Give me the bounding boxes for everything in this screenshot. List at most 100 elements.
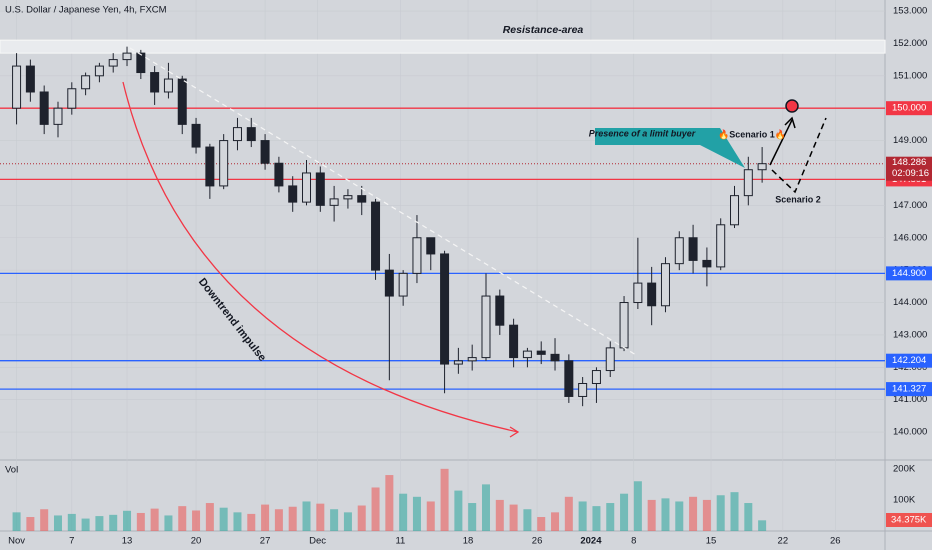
volume-bar	[95, 516, 104, 531]
y-tick-label: 143.000	[893, 329, 927, 340]
candle-body	[136, 52, 146, 74]
volume-tick-label: 100K	[893, 494, 916, 505]
x-tick-label: 13	[122, 536, 133, 547]
volume-bar	[412, 496, 421, 531]
resistance-label: Resistance-area	[503, 24, 584, 36]
candle-body	[550, 353, 560, 362]
volume-bar	[426, 501, 435, 531]
volume-bar	[564, 496, 573, 531]
candle-body	[260, 140, 270, 164]
candle-body	[274, 162, 284, 187]
volume-bar	[661, 498, 670, 531]
candle-body	[150, 72, 160, 93]
scenario1-text: 🔥Scenario 1🔥	[718, 128, 786, 139]
volume-bar	[274, 509, 283, 531]
volume-current-label: 34.375K	[891, 515, 927, 526]
y-tick-label: 151.000	[893, 70, 927, 81]
x-tick-label: Nov	[8, 536, 25, 547]
x-tick-label: 2024	[580, 536, 602, 547]
candle-body	[522, 350, 532, 359]
volume-bar	[67, 513, 76, 531]
y-tick-label: 141.000	[893, 394, 927, 405]
volume-bar	[192, 510, 201, 531]
candle-body	[288, 185, 298, 203]
candle-body	[509, 324, 519, 359]
volume-bar	[758, 520, 767, 531]
volume-bar	[716, 495, 725, 531]
y-tick-label: 153.000	[893, 6, 927, 17]
candle-body	[122, 52, 132, 61]
candle-body	[426, 237, 436, 255]
level-tag	[886, 101, 932, 116]
candle-body	[481, 295, 491, 359]
candle-body	[315, 172, 325, 206]
volume-bar	[620, 493, 629, 531]
candle-body	[412, 237, 422, 274]
volume-bar	[288, 506, 297, 531]
candle-body	[716, 224, 726, 268]
candle-body	[730, 195, 740, 226]
level-label: 141.327	[892, 384, 926, 395]
volume-bar	[123, 510, 132, 531]
volume-bar	[399, 493, 408, 531]
volume-bar	[551, 512, 560, 531]
limit-buyer-callout	[595, 128, 745, 168]
volume-bar	[523, 509, 532, 531]
scenario2-text: Scenario 2	[775, 194, 821, 204]
candle-body	[108, 59, 118, 67]
volume-bar	[53, 515, 62, 531]
candle-body	[440, 253, 450, 365]
candle-body	[12, 65, 22, 109]
candle-body	[688, 237, 698, 261]
level-label: 142.204	[892, 355, 926, 366]
volume-bar	[468, 503, 477, 531]
volume-bar	[606, 503, 615, 531]
x-tick-label: 15	[706, 536, 717, 547]
target-dot	[785, 99, 799, 113]
candle-body	[467, 357, 477, 362]
y-tick-label: 144.000	[893, 297, 927, 308]
candle-body	[191, 123, 201, 148]
level-label: 150.000	[892, 103, 926, 114]
volume-bar	[330, 509, 339, 531]
volume-bar	[578, 501, 587, 531]
y-tick-label: 147.000	[893, 200, 927, 211]
volume-title: Vol	[5, 465, 18, 476]
candle-body	[94, 65, 104, 77]
impulse-arc	[122, 81, 519, 433]
candle-body	[177, 78, 187, 125]
volume-bar	[509, 504, 518, 531]
volume-bar	[537, 517, 546, 531]
volume-bar	[385, 475, 394, 531]
candle-body	[453, 360, 463, 365]
candle-body	[702, 259, 712, 268]
volume-bar	[592, 506, 601, 531]
candle-body	[564, 360, 574, 397]
y-tick-label: 152.000	[893, 38, 927, 49]
candle-body	[633, 282, 643, 304]
volume-bar	[233, 512, 242, 531]
x-tick-label: 8	[631, 536, 636, 547]
candle-body	[674, 237, 684, 265]
candle-body	[81, 75, 91, 90]
volume-bar	[164, 515, 173, 531]
volume-bar	[730, 492, 739, 531]
volume-bar	[12, 512, 21, 531]
volume-bar	[440, 468, 449, 531]
candle-body	[357, 195, 367, 203]
volume-bar	[81, 518, 90, 531]
candle-body	[660, 263, 670, 307]
volume-bar	[744, 503, 753, 531]
resistance-area	[0, 39, 886, 54]
candle-body	[743, 169, 753, 197]
countdown-label: 02:09:16	[892, 168, 929, 179]
volume-bar	[689, 496, 698, 531]
candle-body	[329, 198, 339, 206]
y-tick-label: 149.000	[893, 135, 927, 146]
candle-body	[578, 383, 588, 397]
volume-bar	[357, 505, 366, 531]
candle-body	[302, 172, 312, 203]
volume-bar	[109, 514, 118, 531]
candle-body	[246, 127, 256, 142]
